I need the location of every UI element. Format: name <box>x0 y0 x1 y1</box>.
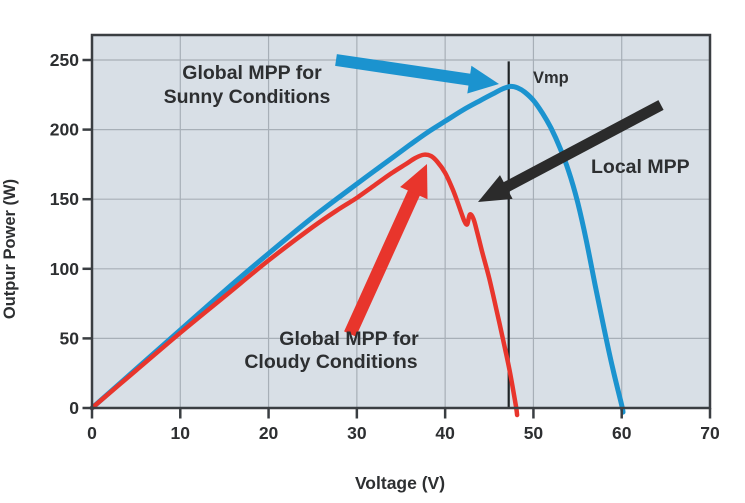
y-tick-label: 200 <box>50 120 79 140</box>
annotation-local-mpp: Local MPP <box>591 156 690 178</box>
y-tick-label: 0 <box>69 398 79 418</box>
y-axis-label: Outpur Power (W) <box>1 179 19 319</box>
y-tick-label: 50 <box>60 328 80 348</box>
tick-layer: 0 10 20 30 40 50 60 70 0 50 100 150 200 250 <box>50 50 720 443</box>
curve-cloudy-conditions <box>89 152 520 418</box>
x-tick-label: 30 <box>347 423 367 443</box>
y-tick-label: 150 <box>50 189 79 209</box>
arrow-layer <box>335 54 664 337</box>
plot-frame <box>90 33 712 410</box>
curve-sunny-conditions <box>89 83 626 415</box>
sunny-arrow-head <box>467 65 499 94</box>
annotation-sunny-line1: Global MPP for <box>182 62 322 84</box>
cloudy-arrow-shaft <box>344 187 421 337</box>
curve-layer <box>89 83 626 418</box>
x-tick-label: 0 <box>87 423 97 443</box>
cloudy-arrow-head <box>400 164 428 200</box>
annotation-cloudy-line2: Cloudy Conditions <box>244 351 417 373</box>
y-tick-label: 100 <box>50 259 79 279</box>
annotation-vmp: Vmp <box>533 69 569 87</box>
annotation-sunny-line2: Sunny Conditions <box>164 86 331 108</box>
sunny-arrow-shaft <box>335 54 474 87</box>
x-tick-label: 60 <box>612 423 632 443</box>
local-arrow-shaft <box>501 100 664 194</box>
x-tick-label: 50 <box>524 423 544 443</box>
annotation-cloudy-line1: Global MPP for <box>279 328 419 350</box>
local-arrow-head <box>478 175 513 202</box>
x-tick-label: 10 <box>171 423 191 443</box>
x-tick-label: 20 <box>259 423 279 443</box>
y-tick-label: 250 <box>50 50 79 70</box>
x-tick-label: 70 <box>700 423 720 443</box>
plot-frame-layer <box>90 33 712 410</box>
x-tick-label: 40 <box>435 423 455 443</box>
x-axis-label: Voltage (V) <box>355 473 445 493</box>
